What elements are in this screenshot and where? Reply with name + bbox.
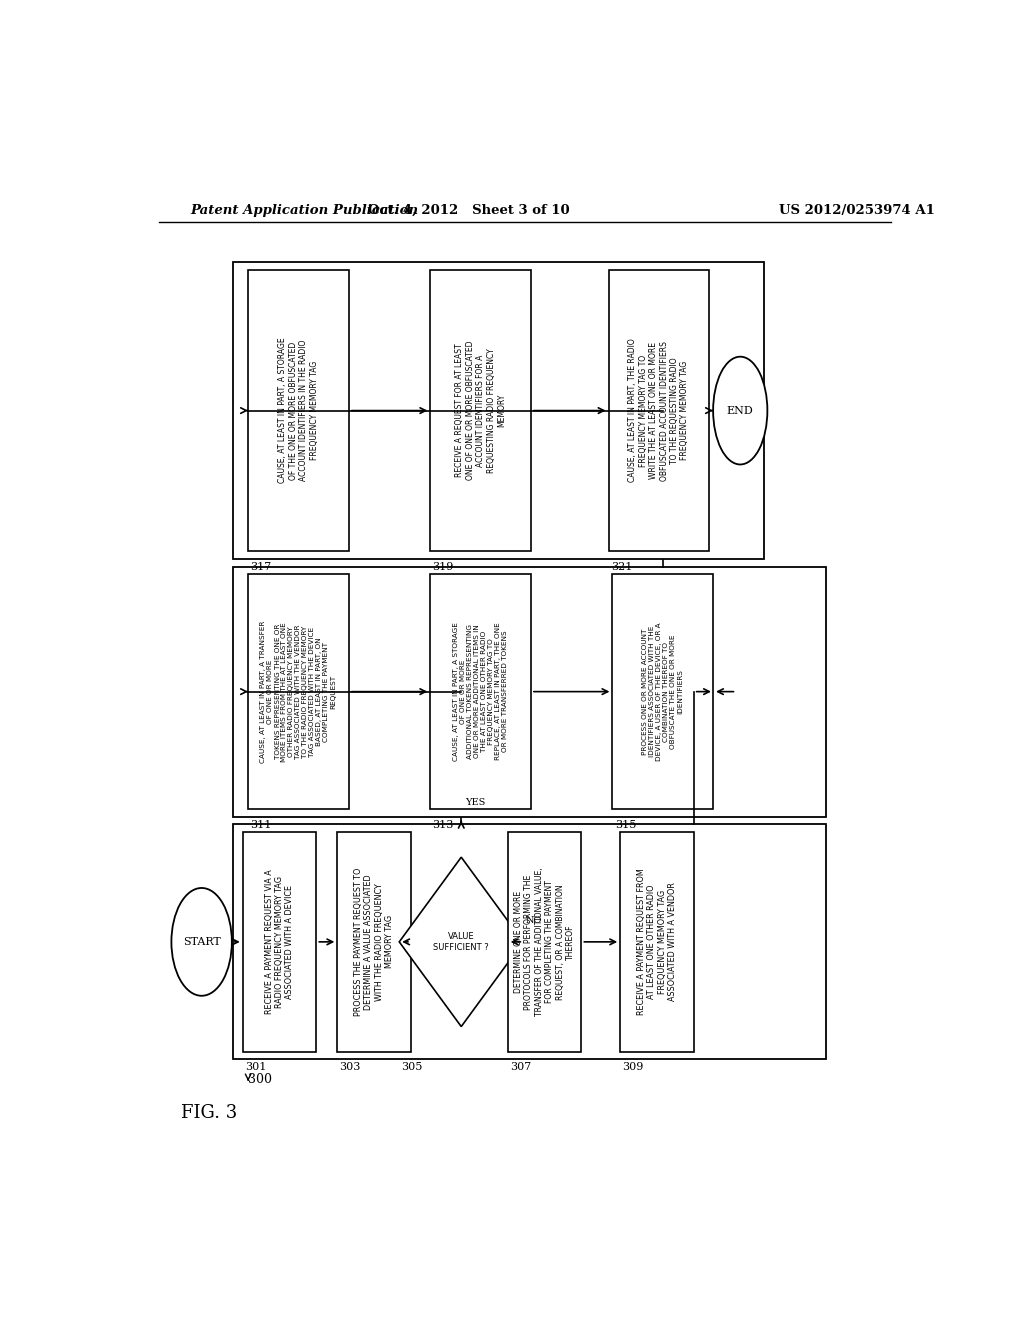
Text: 319: 319: [432, 562, 454, 572]
Bar: [430, 271, 531, 552]
Text: END: END: [727, 405, 754, 416]
Bar: [612, 574, 713, 809]
Text: CAUSE, AT LEAST IN PART, A TRANSFER
OF ONE OR MORE
TOKENS REPRESENTING THE ONE O: CAUSE, AT LEAST IN PART, A TRANSFER OF O…: [260, 620, 337, 763]
Text: Oct. 4, 2012   Sheet 3 of 10: Oct. 4, 2012 Sheet 3 of 10: [369, 205, 569, 218]
Text: 303: 303: [340, 1063, 360, 1072]
Bar: [232, 825, 825, 1059]
Bar: [232, 263, 764, 558]
Text: 317: 317: [251, 562, 271, 572]
Bar: [621, 832, 693, 1052]
Bar: [608, 271, 710, 552]
Text: 309: 309: [623, 1063, 644, 1072]
Polygon shape: [399, 857, 523, 1027]
Text: RECEIVE A REQUEST FOR AT LEAST
ONE OF ONE OR MORE OBFUSCATED
ACCOUNT IDENTIFIERS: RECEIVE A REQUEST FOR AT LEAST ONE OF ON…: [456, 341, 506, 480]
Text: CAUSE, AT LEAST IN PART, THE RADIO
FREQUENCY MEMORY TAG TO
WRITE THE AT LEAST ON: CAUSE, AT LEAST IN PART, THE RADIO FREQU…: [629, 339, 689, 482]
Text: FIG. 3: FIG. 3: [180, 1105, 237, 1122]
Bar: [430, 574, 531, 809]
Bar: [232, 566, 825, 817]
Bar: [243, 832, 316, 1052]
Text: 307: 307: [510, 1063, 531, 1072]
Bar: [248, 271, 349, 552]
Bar: [337, 832, 411, 1052]
Text: 305: 305: [401, 1063, 423, 1072]
Text: 311: 311: [251, 820, 271, 830]
Text: 301: 301: [245, 1063, 266, 1072]
Text: PROCESS THE PAYMENT REQUEST TO
DETERMINE A VALUE ASSOCIATED
WITH THE RADIO FREQU: PROCESS THE PAYMENT REQUEST TO DETERMINE…: [354, 867, 394, 1016]
Text: 315: 315: [614, 820, 636, 830]
Text: PROCESS ONE OR MORE ACCOUNT
IDENTIFIERS ASSOCIATED WITH THE
DEVICE, A USER OF TH: PROCESS ONE OR MORE ACCOUNT IDENTIFIERS …: [642, 622, 683, 760]
Text: 321: 321: [611, 562, 632, 572]
Text: YES: YES: [465, 799, 485, 808]
Bar: [508, 832, 582, 1052]
Text: Patent Application Publication: Patent Application Publication: [190, 205, 418, 218]
Text: US 2012/0253974 A1: US 2012/0253974 A1: [779, 205, 935, 218]
Ellipse shape: [171, 888, 231, 995]
Text: RECEIVE A PAYMENT REQUEST FROM
AT LEAST ONE OTHER RADIO
FREQUENCY MEMORY TAG
ASS: RECEIVE A PAYMENT REQUEST FROM AT LEAST …: [637, 869, 677, 1015]
Text: CAUSE, AT LEAST IN PART, A STORAGE
OF ONE OR MORE
ADDITIONAL TOKENS REPRESENTING: CAUSE, AT LEAST IN PART, A STORAGE OF ON…: [454, 622, 508, 762]
Text: DETERMINE ONE OR MORE
PROTOCOLS FOR PERFORMING THE
TRANSFER OF THE ADDITIONAL VA: DETERMINE ONE OR MORE PROTOCOLS FOR PERF…: [514, 867, 575, 1016]
Text: VALUE
SUFFICIENT ?: VALUE SUFFICIENT ?: [433, 932, 489, 952]
Text: 313: 313: [432, 820, 454, 830]
Text: CAUSE, AT LEAST IN PART, A STORAGE
OF THE ONE OR MORE OBFUSCATED
ACCOUNT IDENTIF: CAUSE, AT LEAST IN PART, A STORAGE OF TH…: [279, 338, 318, 483]
Bar: [248, 574, 349, 809]
Text: START: START: [182, 937, 220, 946]
Ellipse shape: [713, 356, 767, 465]
Text: NO: NO: [525, 916, 542, 924]
Text: 300: 300: [248, 1073, 272, 1086]
Text: RECEIVE A PAYMENT REQUEST VIA A
RADIO FREQUENCY MEMORY TAG
ASSOCIATED WITH A DEV: RECEIVE A PAYMENT REQUEST VIA A RADIO FR…: [264, 870, 295, 1014]
